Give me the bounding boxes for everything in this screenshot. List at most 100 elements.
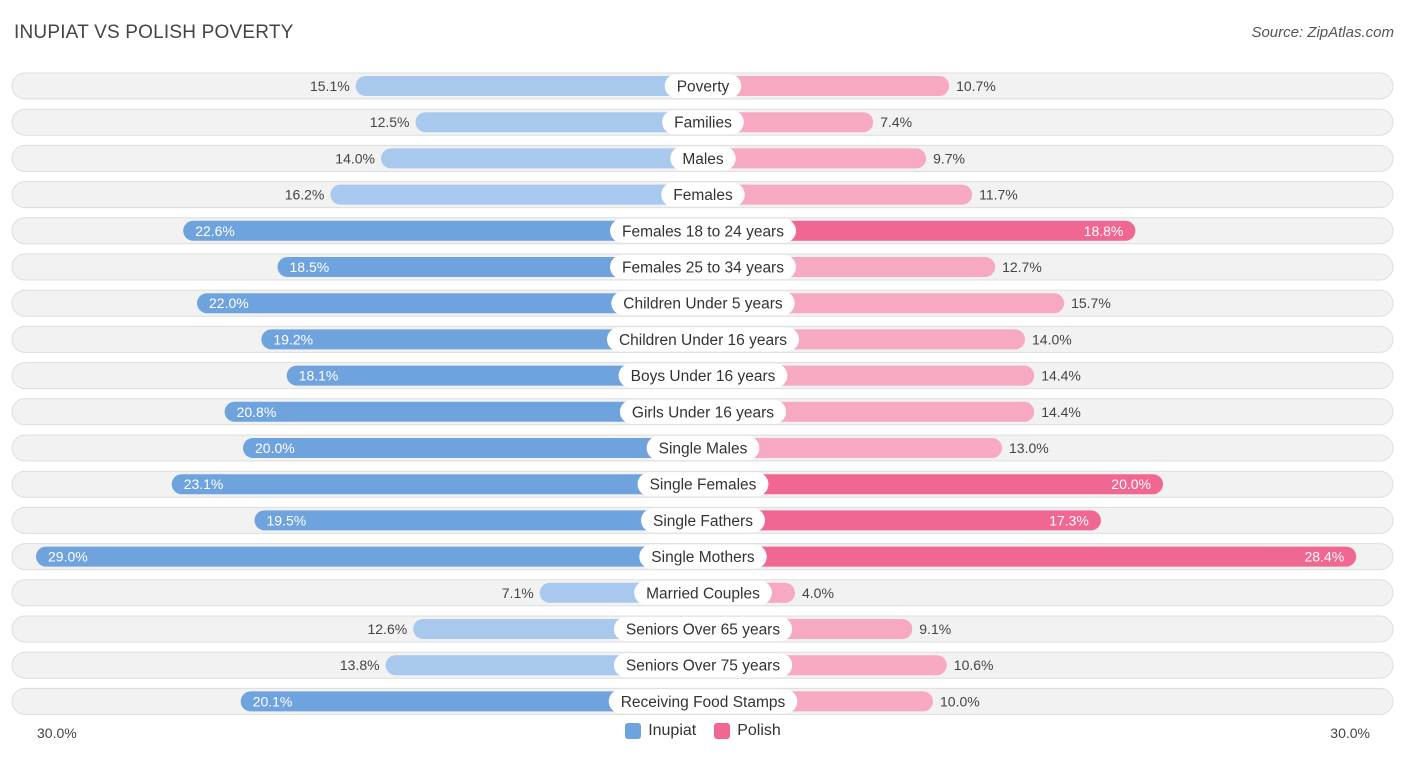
bar-polish <box>703 474 1163 495</box>
category-label: Boys Under 16 years <box>631 368 776 385</box>
category-label: Females 25 to 34 years <box>622 260 784 277</box>
value-label-inupiat: 20.1% <box>253 693 293 709</box>
value-label-polish: 10.6% <box>954 657 994 673</box>
chart-title: INUPIAT VS POLISH POVERTY <box>14 22 294 43</box>
category-label: Receiving Food Stamps <box>621 694 786 711</box>
value-label-inupiat: 15.1% <box>310 78 350 94</box>
bar-polish <box>703 401 1035 422</box>
category-label: Children Under 16 years <box>619 332 787 349</box>
value-label-inupiat: 16.2% <box>285 187 325 203</box>
value-label-inupiat: 23.1% <box>184 476 224 492</box>
value-label-polish: 14.4% <box>1041 404 1081 420</box>
bar-inupiat <box>415 112 703 133</box>
bar-inupiat <box>224 401 703 422</box>
category-pill <box>619 399 787 424</box>
category-pill <box>613 617 793 641</box>
category-pill <box>634 580 772 605</box>
bar-inupiat <box>36 546 703 567</box>
value-label-polish: 14.0% <box>1032 331 1072 347</box>
value-label-inupiat: 22.0% <box>209 295 249 311</box>
category-label: Single Males <box>659 441 748 458</box>
category-label: Seniors Over 75 years <box>626 658 780 675</box>
bar-inupiat <box>286 365 703 386</box>
bar-inupiat <box>243 438 703 458</box>
category-pill <box>670 146 736 171</box>
value-label-inupiat: 14.0% <box>335 150 375 166</box>
value-label-polish: 15.7% <box>1071 295 1111 311</box>
legend-item-polish[interactable]: Polish <box>714 722 781 740</box>
category-pill <box>613 653 793 678</box>
category-label: Girls Under 16 years <box>632 404 774 421</box>
category-pill <box>608 689 798 714</box>
value-label-inupiat: 18.1% <box>299 368 339 384</box>
category-label: Married Couples <box>646 585 760 602</box>
category-pill <box>664 74 742 98</box>
category-label: Females 18 to 24 years <box>622 223 784 240</box>
category-label: Poverty <box>677 79 730 96</box>
bar-inupiat <box>381 148 703 169</box>
value-label-inupiat: 18.5% <box>290 259 330 275</box>
category-pill <box>618 363 788 388</box>
category-label: Children Under 5 years <box>623 296 783 313</box>
category-label: Males <box>682 151 724 168</box>
value-label-polish: 28.4% <box>1304 549 1344 565</box>
value-label-inupiat: 12.5% <box>370 114 410 130</box>
bar-polish <box>703 220 1136 241</box>
bar-inupiat <box>277 257 703 277</box>
bar-inupiat <box>183 220 703 241</box>
category-pill <box>662 110 744 135</box>
category-pill <box>637 472 769 497</box>
bar-polish <box>703 184 973 205</box>
axis-label-right: 30.0% <box>1330 725 1370 741</box>
bar-inupiat <box>261 329 703 350</box>
category-label: Seniors Over 65 years <box>626 622 780 639</box>
value-label-inupiat: 29.0% <box>48 549 88 565</box>
value-label-inupiat: 20.8% <box>237 404 277 420</box>
value-label-polish: 9.7% <box>933 150 965 166</box>
value-label-inupiat: 19.2% <box>273 331 313 347</box>
bar-inupiat <box>254 510 703 531</box>
bar-inupiat <box>240 691 703 712</box>
value-label-inupiat: 19.5% <box>267 512 307 528</box>
source-label: Source: ZipAtlas.com <box>1251 24 1394 41</box>
category-label: Families <box>674 115 732 132</box>
legend-swatch-polish <box>714 723 731 739</box>
category-pill <box>641 508 765 533</box>
legend-swatch-inupiat <box>625 723 642 739</box>
category-label: Females <box>673 187 733 204</box>
value-label-polish: 9.1% <box>919 621 951 637</box>
bar-polish <box>703 112 874 133</box>
bar-polish <box>703 546 1357 567</box>
category-pill <box>606 327 800 352</box>
value-label-polish: 7.4% <box>880 114 912 130</box>
legend-item-inupiat[interactable]: Inupiat <box>625 722 696 740</box>
value-label-polish: 10.0% <box>940 693 980 709</box>
value-label-polish: 11.7% <box>979 187 1018 203</box>
legend-label-polish: Polish <box>737 722 781 739</box>
value-label-inupiat: 12.6% <box>367 621 407 637</box>
bar-inupiat <box>330 184 703 205</box>
bar-inupiat <box>171 474 703 495</box>
value-label-inupiat: 22.6% <box>195 223 235 239</box>
value-label-polish: 4.0% <box>802 585 834 601</box>
bar-polish <box>703 148 927 169</box>
value-label-polish: 12.7% <box>1002 259 1042 275</box>
bar-polish <box>703 510 1101 531</box>
category-label: Single Mothers <box>651 549 755 566</box>
value-label-inupiat: 20.0% <box>255 440 295 456</box>
category-label: Single Females <box>650 477 757 494</box>
category-pill <box>610 255 796 279</box>
value-label-polish: 10.7% <box>956 78 996 94</box>
bar-inupiat <box>355 76 703 96</box>
category-pill <box>639 544 767 569</box>
value-label-polish: 18.8% <box>1084 223 1124 239</box>
bar-polish <box>703 76 950 96</box>
category-pill <box>646 436 760 460</box>
category-pill <box>610 218 796 243</box>
value-label-polish: 17.3% <box>1049 512 1089 528</box>
legend-label-inupiat: Inupiat <box>648 722 697 739</box>
value-label-polish: 20.0% <box>1111 476 1151 492</box>
value-label-inupiat: 7.1% <box>502 585 534 601</box>
value-label-polish: 13.0% <box>1009 440 1049 456</box>
